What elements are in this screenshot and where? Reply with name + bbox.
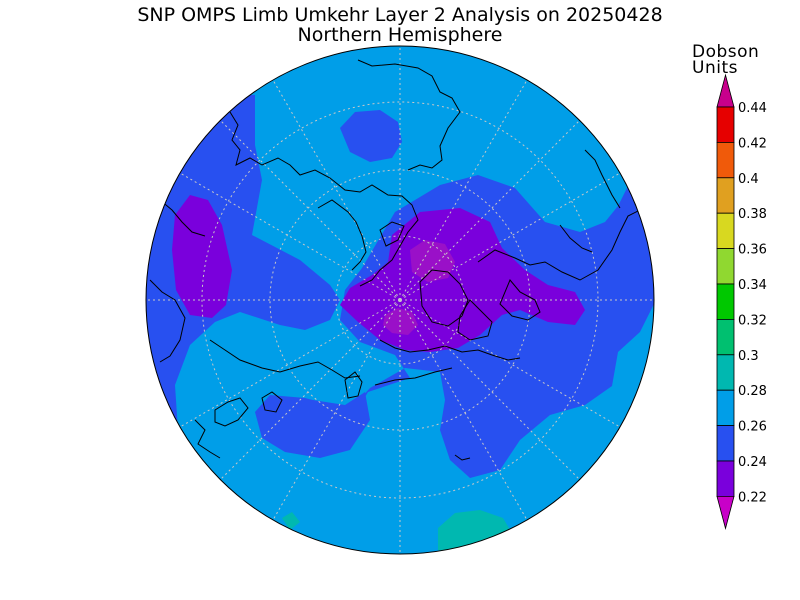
coastline-baltic [379, 221, 405, 247]
legend-tick-label: 0.28 [738, 384, 767, 399]
legend-colorbar: 0.44 0.42 0.4 0.38 0.36 0.34 0.32 0.3 0.28 0.26 0.… [716, 73, 767, 530]
legend-tick-label: 0.3 [738, 349, 759, 364]
legend-tick-label: 0.24 [738, 455, 767, 470]
legend-tick-label: 0.26 [738, 420, 767, 435]
coastline-north-america-east [584, 149, 621, 209]
legend-tick-label: 0.22 [738, 490, 767, 505]
legend-units-line1: Dobson [692, 42, 760, 62]
legend-arrow-top [716, 73, 735, 108]
field-region-north-blob [340, 110, 402, 162]
legend-band [716, 318, 735, 356]
legend-band [716, 425, 735, 462]
legend-tick-label: 0.34 [738, 278, 767, 293]
coastlines [149, 59, 641, 461]
legend-band [716, 248, 735, 285]
globe-outline [145, 45, 655, 555]
map-title: SNP OMPS Limb Umkehr Layer 2 Analysis on… [137, 4, 663, 26]
field-region-south-blob [258, 392, 370, 458]
legend-arrow-bottom [716, 495, 735, 530]
legend-band [716, 177, 735, 214]
legend-band [716, 141, 735, 179]
legend-tick-label: 0.42 [738, 136, 767, 151]
coastline-west-edge [149, 279, 186, 363]
legend-tick-label: 0.32 [738, 313, 767, 328]
legend-band [716, 354, 735, 391]
legend-band [716, 212, 735, 249]
legend-band [716, 106, 735, 143]
legend-units-line2: Units [692, 58, 738, 78]
legend-tick-label: 0.44 [738, 101, 767, 116]
coastline-north-america [477, 209, 641, 281]
field-low-west-blob [172, 195, 232, 318]
coastline-north-america-south [559, 224, 593, 253]
map-subtitle: Northern Hemisphere [297, 24, 503, 46]
coastline-eurasia-north [229, 111, 419, 287]
coastline-korea [261, 391, 283, 413]
coastline-eurasia-arctic [357, 59, 461, 171]
coastline-europe [317, 199, 367, 271]
coastline-kamchatka [344, 371, 363, 399]
legend-band [716, 283, 735, 320]
coastline-aleutians [374, 367, 453, 386]
legend-tick-label: 0.4 [738, 172, 759, 187]
field-high-southwest-patch [282, 512, 300, 530]
coastline-islands [454, 454, 471, 461]
coastline-alaska [379, 339, 521, 361]
legend-band [716, 460, 735, 497]
field-region-west [146, 95, 340, 480]
coastline-canada-arctic [457, 299, 493, 341]
coastline-hudson [499, 279, 541, 321]
coastline-southeast-asia [194, 419, 221, 459]
coastline-east-asia [209, 339, 361, 379]
graticule [146, 46, 654, 554]
coastline-mediterranean [159, 199, 206, 237]
legend-band [716, 389, 735, 427]
legend-tick-label: 0.38 [738, 207, 767, 222]
globe-field [146, 46, 654, 554]
legend-tick-label: 0.36 [738, 243, 767, 258]
coastline-japan [214, 397, 249, 427]
